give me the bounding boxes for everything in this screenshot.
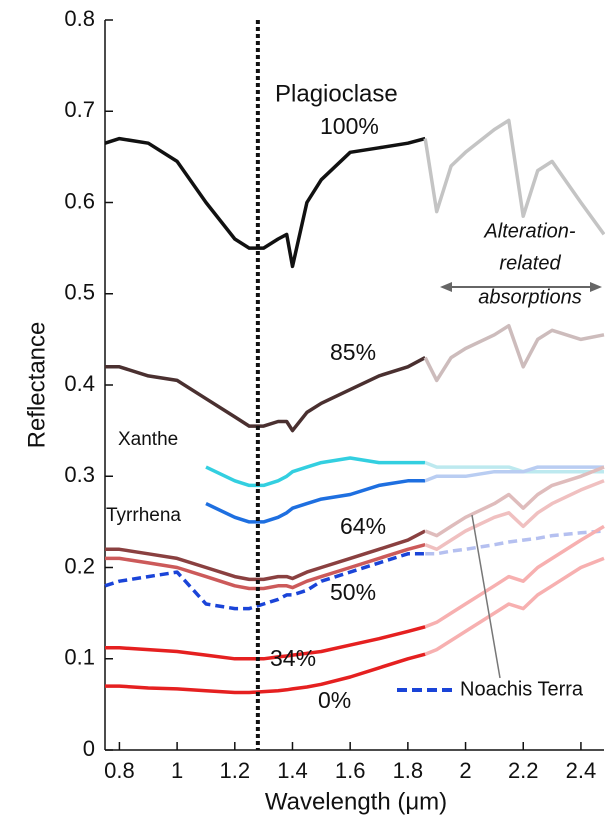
y-tick-label: 0.6 bbox=[64, 188, 95, 213]
series-label: 34% bbox=[270, 645, 316, 671]
series-label: 64% bbox=[340, 513, 386, 539]
series-line bbox=[424, 556, 605, 656]
series-label: Tyrrhena bbox=[106, 505, 181, 526]
series-line bbox=[423, 323, 605, 383]
series-line bbox=[105, 529, 427, 582]
x-tick-label: 1.8 bbox=[393, 758, 424, 783]
y-tick-label: 0.5 bbox=[64, 280, 95, 305]
x-tick-label: 1.2 bbox=[220, 758, 251, 783]
arrowhead bbox=[440, 282, 452, 292]
series-line bbox=[205, 479, 426, 524]
series-line bbox=[424, 479, 605, 552]
y-axis-label: Reflectance bbox=[23, 322, 50, 449]
x-tick-label: 1.6 bbox=[335, 758, 366, 783]
plot: 0 0.1 0.2 0.3 0.4 0.5 0.6 0.7 0.8 0.8 1 1.2 1.4 1.6 1.… bbox=[64, 6, 605, 783]
leader-line bbox=[471, 514, 501, 679]
series-line bbox=[104, 136, 426, 269]
y-tick-label: 0 bbox=[83, 736, 95, 761]
y-tick-label: 0.7 bbox=[64, 97, 95, 122]
series-line bbox=[104, 552, 426, 611]
series-label: Xanthe bbox=[118, 429, 178, 450]
series-line bbox=[424, 524, 605, 629]
series-line bbox=[424, 465, 604, 483]
series-label: 100% bbox=[320, 113, 379, 139]
series-line bbox=[105, 652, 426, 695]
x-tick-label: 0.8 bbox=[104, 758, 135, 783]
arrowhead bbox=[590, 282, 602, 292]
series-label: 85% bbox=[330, 339, 376, 365]
x-tick-label: 2.2 bbox=[508, 758, 539, 783]
x-axis-label: Wavelength (μm) bbox=[265, 788, 447, 815]
y-tick-label: 0.8 bbox=[64, 6, 95, 31]
series-label: 50% bbox=[330, 579, 376, 605]
y-tick-label: 0.4 bbox=[64, 371, 95, 396]
series-line bbox=[424, 460, 604, 474]
annotation-line: related bbox=[499, 252, 561, 274]
y-tick-label: 0.1 bbox=[64, 645, 95, 670]
series-line bbox=[424, 465, 605, 538]
x-tick-label: 2 bbox=[459, 758, 471, 783]
series-label: 0% bbox=[318, 687, 351, 713]
series-line bbox=[105, 543, 426, 591]
legend-label: Noachis Terra bbox=[460, 678, 584, 700]
series-line bbox=[105, 625, 426, 661]
x-tick-label: 2.4 bbox=[566, 758, 597, 783]
y-tick-label: 0.3 bbox=[64, 462, 95, 487]
annotation-line: Alteration- bbox=[483, 220, 575, 242]
y-tick-label: 0.2 bbox=[64, 553, 95, 578]
x-tick-label: 1.4 bbox=[277, 758, 308, 783]
series-line bbox=[205, 456, 426, 488]
series-line bbox=[105, 356, 427, 433]
alteration-annotation: Alteration- related absorptions bbox=[440, 220, 602, 308]
series-line bbox=[423, 118, 605, 236]
series-line bbox=[425, 529, 605, 556]
x-tick-label: 1 bbox=[171, 758, 183, 783]
annotation-line: absorptions bbox=[478, 286, 581, 308]
vline-label: Plagioclase bbox=[275, 80, 398, 107]
